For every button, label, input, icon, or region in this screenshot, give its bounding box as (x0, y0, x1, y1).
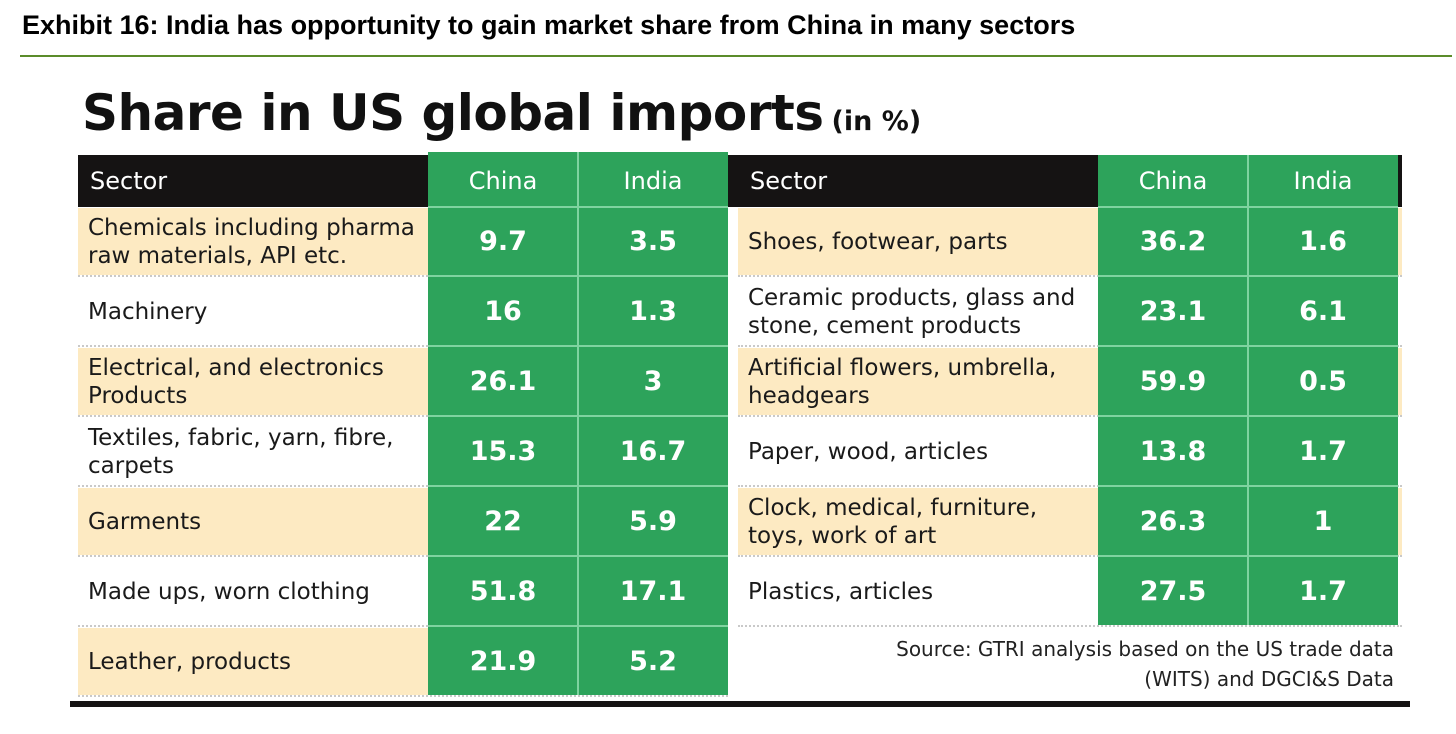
right-sector-label: Plastics, articles (748, 578, 934, 605)
right-china-value: 27.5 (1139, 576, 1207, 607)
left-china-value: 16 (484, 296, 522, 327)
left-row-divider (78, 555, 728, 557)
source-note: Source: GTRI analysis based on the US tr… (896, 634, 1394, 694)
right-china-value: 59.9 (1139, 366, 1207, 397)
left-sector-label: Leather, products (88, 648, 291, 675)
left-sector-label: Machinery (88, 298, 208, 325)
left-green-divider (428, 415, 728, 417)
right-row-divider (738, 555, 1402, 557)
right-row-divider (738, 345, 1402, 347)
right-green-divider (1098, 485, 1398, 487)
left-china-value: 21.9 (469, 646, 537, 677)
left-green-divider (428, 275, 728, 277)
right-india-value: 1.7 (1299, 576, 1347, 607)
left-green-divider (428, 345, 728, 347)
left-row-divider (78, 345, 728, 347)
header-sector-right: Sector (750, 167, 828, 195)
right-sector-label: Paper, wood, articles (748, 438, 989, 465)
left-green-divider (428, 625, 728, 627)
right-sector-label: Clock, medical, furniture, toys, work of… (748, 494, 1038, 549)
left-india-value: 16.7 (619, 436, 687, 467)
right-row-divider (738, 485, 1402, 487)
source-line-1: Source: GTRI analysis based on the US tr… (896, 637, 1394, 661)
left-row-divider (78, 695, 728, 697)
right-green-divider (1098, 415, 1398, 417)
right-green-divider (1098, 345, 1398, 347)
right-row-divider (738, 275, 1402, 277)
chart-title: Share in US global imports (in %) (82, 84, 921, 142)
right-china-value: 13.8 (1139, 436, 1207, 467)
header-india-left: India (623, 167, 683, 195)
left-row-divider (78, 485, 728, 487)
chart-unit-note: (in %) (831, 106, 922, 137)
right-india-value: 1.7 (1299, 436, 1347, 467)
right-sector-label: Shoes, footwear, parts (748, 228, 1008, 255)
right-green-divider (1098, 555, 1398, 557)
left-india-value: 3.5 (629, 226, 677, 257)
left-china-value: 51.8 (469, 576, 537, 607)
right-india-value: 0.5 (1299, 366, 1347, 397)
header-sector-left: Sector (90, 167, 168, 195)
right-china-value: 26.3 (1139, 506, 1207, 537)
left-china-value: 26.1 (469, 366, 537, 397)
left-china-value: 22 (484, 506, 522, 537)
right-china-value: 36.2 (1139, 226, 1207, 257)
left-india-value: 17.1 (619, 576, 687, 607)
left-row-divider (78, 625, 728, 627)
left-green-divider (428, 206, 728, 208)
header-india-right: India (1293, 167, 1353, 195)
left-green-divider (428, 555, 728, 557)
right-india-value: 1 (1313, 506, 1333, 537)
exhibit-title: Exhibit 16: India has opportunity to gai… (22, 10, 1076, 40)
left-sector-label: Garments (88, 508, 202, 535)
right-green-divider (1098, 206, 1398, 208)
left-sector-label: Electrical, and electronics Products (88, 354, 384, 409)
right-row-divider (738, 415, 1402, 417)
chart-title-text: Share in US global imports (82, 84, 824, 142)
right-sector-label: Artificial flowers, umbrella, headgears (748, 354, 1057, 409)
right-india-value: 1.6 (1299, 226, 1347, 257)
right-india-value: 6.1 (1299, 296, 1347, 327)
left-india-value: 1.3 (629, 296, 677, 327)
left-china-value: 9.7 (479, 226, 527, 257)
left-india-value: 3 (643, 366, 663, 397)
left-row-divider (78, 275, 728, 277)
left-green-divider (428, 485, 728, 487)
title-rule (20, 55, 1452, 57)
left-india-value: 5.9 (629, 506, 677, 537)
right-row-divider (738, 625, 1402, 627)
left-row-divider (78, 415, 728, 417)
header-china-right: China (1138, 167, 1208, 195)
header-china-left: China (468, 167, 538, 195)
left-sector-label: Made ups, worn clothing (88, 578, 370, 605)
left-sector-label: Chemicals including pharma raw materials… (88, 214, 415, 269)
right-china-value: 23.1 (1139, 296, 1207, 327)
source-line-2: (WITS) and DGCI&S Data (1144, 667, 1394, 691)
left-india-value: 5.2 (629, 646, 677, 677)
column-separator (577, 152, 579, 695)
column-separator (1247, 155, 1249, 625)
right-sector-label: Ceramic products, glass and stone, cemen… (748, 284, 1076, 339)
left-china-value: 15.3 (469, 436, 537, 467)
bottom-rule (70, 701, 1410, 707)
left-sector-label: Textiles, fabric, yarn, fibre, carpets (88, 424, 394, 479)
right-green-divider (1098, 275, 1398, 277)
